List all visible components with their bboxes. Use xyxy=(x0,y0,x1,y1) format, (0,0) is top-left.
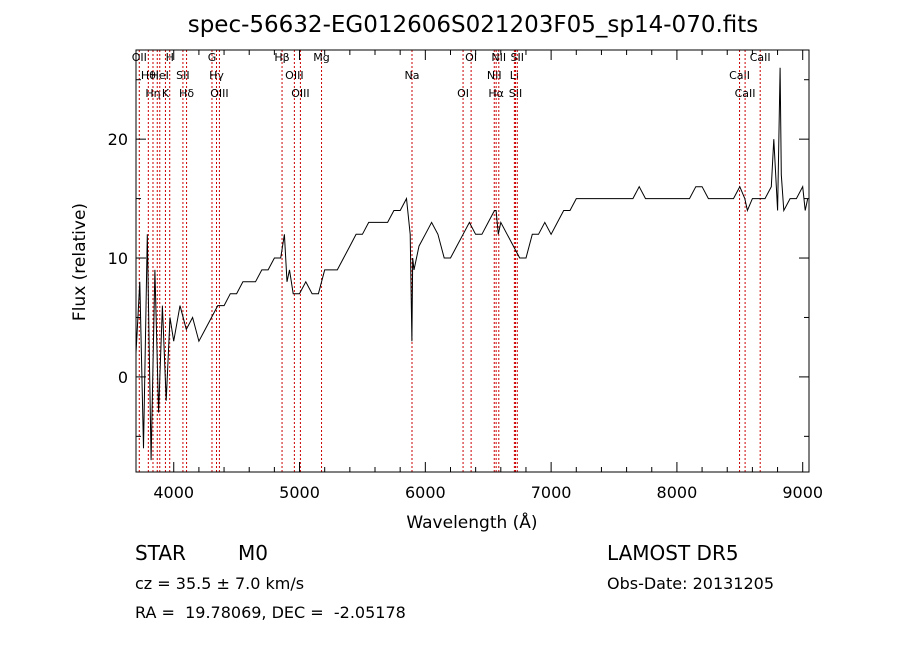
object-subclass: M0 xyxy=(238,541,268,565)
y-tick-label: 0 xyxy=(118,368,128,387)
spectral-line-label: G xyxy=(208,51,217,64)
x-axis-label: Wavelength (Å) xyxy=(406,511,537,533)
x-tick-label: 9000 xyxy=(782,483,823,502)
x-tick-label: 4000 xyxy=(153,483,194,502)
spectral-line-label: CaII xyxy=(729,69,750,82)
chart-title: spec-56632-EG012606S021203F05_sp14-070.f… xyxy=(188,12,759,38)
spectral-line-label: CaII xyxy=(750,51,771,64)
coordinates-readout: RA = 19.78069, DEC = -2.05178 xyxy=(135,603,406,622)
spectral-line-label: OIII xyxy=(285,69,303,82)
spectral-line-label: H xyxy=(166,51,174,64)
spectral-line-label: Na xyxy=(405,69,420,82)
spectral-line-label: OIII xyxy=(291,87,309,100)
spectral-line-label: OI xyxy=(457,87,469,100)
spectral-line-markers: OIIHθHηHeIKHSIIHδGHγOIIIHβOIIIOIIIMgNaOI… xyxy=(132,50,771,472)
axis-ticks: 4000 5000 6000 7000 8000 9000 0 10 20 xyxy=(108,50,823,502)
spectral-line-label: CaII xyxy=(735,87,756,100)
y-tick-label: 20 xyxy=(108,130,128,149)
x-tick-label: 7000 xyxy=(531,483,572,502)
plot-frame xyxy=(135,49,810,473)
redshift-readout: cz = 35.5 ± 7.0 km/s xyxy=(135,574,305,593)
spectral-line-label: Hη xyxy=(145,87,160,100)
spectral-line-label: OI xyxy=(465,51,477,64)
y-axis-label: Flux (relative) xyxy=(70,203,90,321)
x-tick-label: 8000 xyxy=(657,483,698,502)
spectral-line-label: Mg xyxy=(313,51,329,64)
spectral-line-label: HeI xyxy=(151,69,169,82)
y-tick-label: 10 xyxy=(108,249,128,268)
spectrum-series-line xyxy=(135,67,809,461)
spectral-line-label: NII xyxy=(491,51,506,64)
spectral-line-label: K xyxy=(162,87,170,100)
spectral-line-label: Hα xyxy=(488,87,504,100)
spectral-line-label: SII xyxy=(509,87,522,100)
spectral-line-label: SII xyxy=(511,51,524,64)
spectral-line-label: SII xyxy=(176,69,189,82)
spectral-line-label: Hθ xyxy=(141,69,156,82)
survey-name: LAMOST DR5 xyxy=(607,541,739,565)
spectral-line-label: Li xyxy=(510,69,519,82)
object-class: STAR xyxy=(135,541,186,565)
spectral-line-label: OIII xyxy=(210,87,228,100)
x-tick-label: 5000 xyxy=(279,483,320,502)
spectral-line-label: NII xyxy=(487,69,502,82)
x-tick-label: 6000 xyxy=(405,483,446,502)
observation-date: Obs-Date: 20131205 xyxy=(607,574,775,593)
spectral-line-label: Hβ xyxy=(274,51,289,64)
spectral-line-label: Hδ xyxy=(179,87,194,100)
spectral-line-label: Hγ xyxy=(209,69,224,82)
spectral-line-label: OII xyxy=(132,51,147,64)
